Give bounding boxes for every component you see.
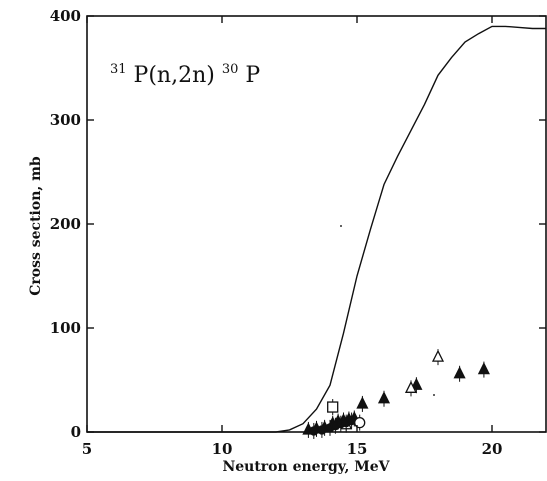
x-tick-label: 10 xyxy=(212,440,233,458)
speck xyxy=(433,394,435,396)
data-point-filled-triangle xyxy=(453,365,466,382)
data-point-open-triangle xyxy=(404,380,418,397)
y-axis-label: Cross section, mb xyxy=(28,156,44,296)
y-tick-label: 0 xyxy=(71,423,81,441)
line-series xyxy=(87,25,546,433)
data-point-open-circle xyxy=(354,414,366,431)
x-tick-label: 15 xyxy=(347,440,368,458)
y-tick-label: 200 xyxy=(50,215,81,233)
annotation-mass-31: 31 xyxy=(110,62,127,77)
reaction-annotation: 31 P(n,2n) 30 P xyxy=(110,54,260,88)
cross-section-curve xyxy=(87,25,546,433)
y-tick-label: 300 xyxy=(50,111,81,129)
data-point-filled-triangle xyxy=(377,390,391,407)
data-point-open-triangle xyxy=(431,349,445,366)
data-point-filled-triangle xyxy=(356,395,369,412)
x-tick-label: 20 xyxy=(482,440,503,458)
x-tick-label: 5 xyxy=(82,440,92,458)
data-points xyxy=(302,349,490,439)
y-tick-label: 100 xyxy=(50,319,81,337)
data-point-filled-circle xyxy=(346,412,357,429)
data-point-open-square xyxy=(327,399,339,416)
x-axis-label: Neutron energy, MeV xyxy=(222,459,390,475)
speck xyxy=(340,225,342,227)
y-tick-label: 400 xyxy=(50,7,81,25)
annotation-product: P xyxy=(245,63,260,88)
annotation-mass-30: 30 xyxy=(222,62,239,77)
data-point-filled-triangle xyxy=(477,361,490,378)
annotation-reaction: P(n,2n) xyxy=(134,63,215,88)
